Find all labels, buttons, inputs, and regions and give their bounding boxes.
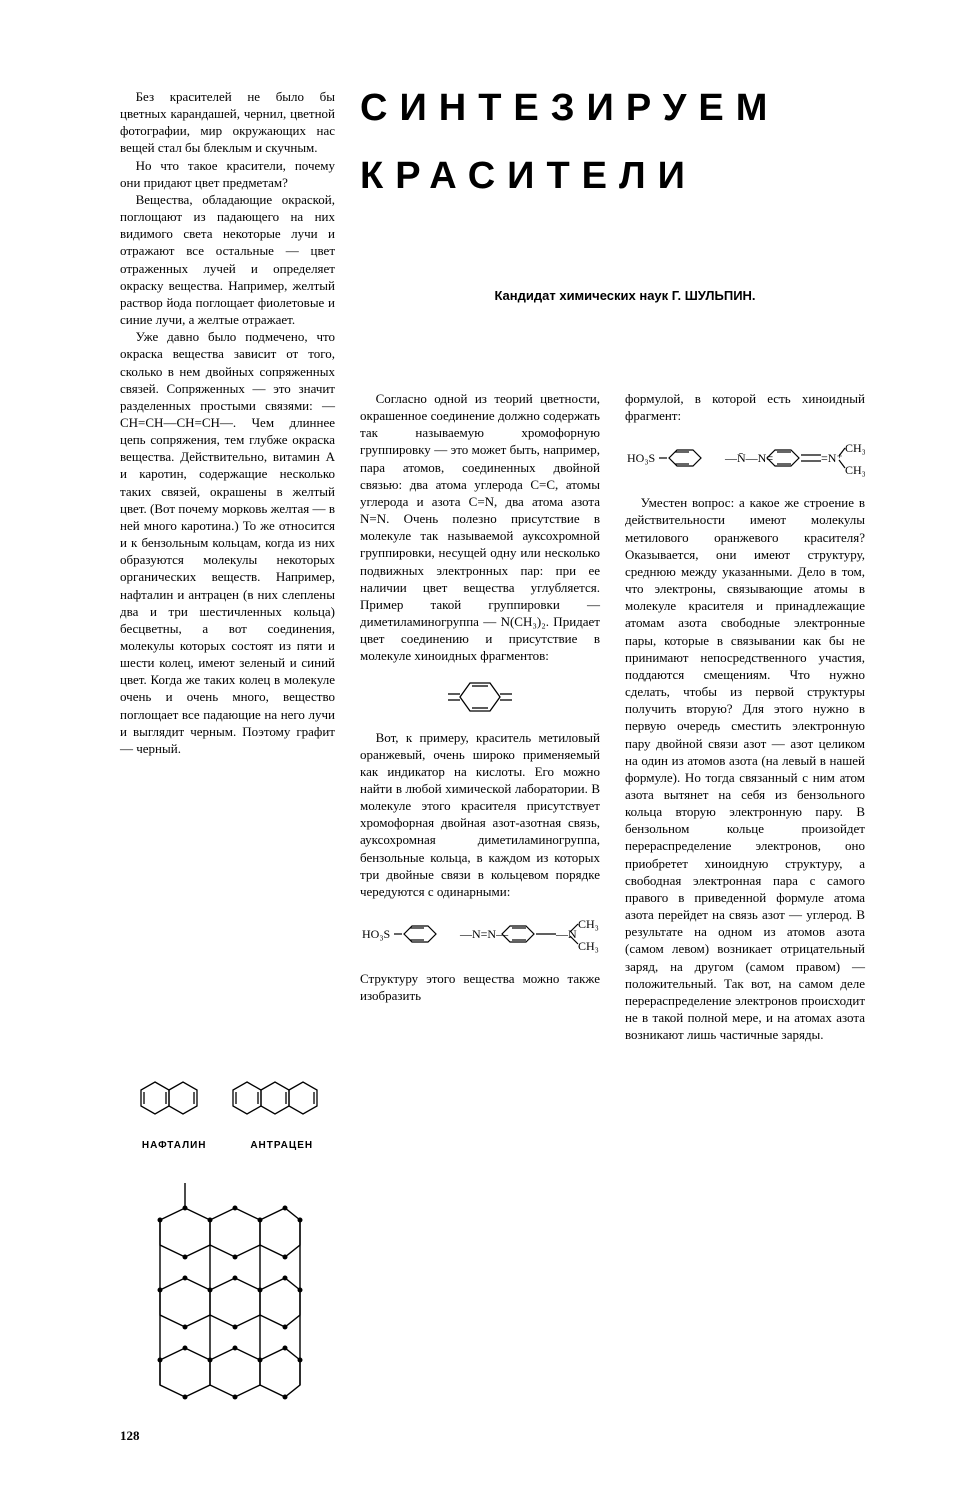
article-title-block: СИНТЕЗИРУЕМ КРАСИТЕЛИ Кандидат химически… [360,88,890,303]
label-ch3-bot-2: CH₃ [845,463,865,477]
page-number: 128 [120,1428,140,1444]
methyl-orange-quinoid-icon: HO₃S —N̄—N= =N⁺ CH₃ CH₃ [625,438,865,480]
naphthalene-anthracene-icon [123,1078,333,1134]
label-anthracene: АНТРАЦЕН [250,1140,313,1151]
right-column: формулой, в которой есть хиноидный фрагм… [625,390,865,1043]
label-ch3-top-2: CH₃ [845,441,865,455]
methyl-orange-structure-icon: HO₃S —N=N— —N CH₃ CH₃ [360,914,600,956]
label-ho3s-2: HO₃S [627,451,655,465]
right-p1: Уместен вопрос: а какое же строение в де… [625,494,865,1043]
right-p0: формулой, в которой есть хиноидный фрагм… [625,390,865,424]
formula-methyl-orange-1: HO₃S —N=N— —N CH₃ CH₃ [360,914,600,956]
title-line-1: СИНТЕЗИРУЕМ [360,88,890,130]
center-p3: Структуру этого вещества можно также изо… [360,970,600,1004]
label-naphthalene: НАФТАЛИН [142,1140,207,1151]
title-line-2: КРАСИТЕЛИ [360,156,890,198]
label-ho3s: HO₃S [362,927,390,941]
center-p2: Вот, к примеру, краситель метиловый оран… [360,729,600,901]
left-p3: Вещества, обладающие окраской, поглощают… [120,191,335,328]
label-ch3-top: CH₃ [578,917,599,931]
left-column: Без красителей не было бы цветных каранд… [120,88,335,757]
label-n-plus: =N⁺ [821,451,843,465]
left-p1: Без красителей не было бы цветных каранд… [120,88,335,157]
figure-graphite-lattice [130,1170,330,1415]
quinoid-hexagon-icon [440,679,520,715]
left-p2: Но что такое красители, почему они прида… [120,157,335,191]
left-p4: Уже давно было подмечено, что окраска ве… [120,328,335,757]
author-line: Кандидат химических наук Г. ШУЛЬПИН. [360,288,890,303]
label-n-n: —N̄—N= [724,451,773,465]
label-ch3-bot: CH₃ [578,939,599,953]
formula-quinoid-fragment [360,679,600,715]
figure-aromatic-molecules: НАФТАЛИН АНТРАЦЕН [120,1078,335,1151]
center-column: Согласно одной из теорий цветности, окра… [360,390,600,1004]
center-p1: Согласно одной из теорий цветности, окра… [360,390,600,665]
formula-methyl-orange-quinoid: HO₃S —N̄—N= =N⁺ CH₃ CH₃ [625,438,865,480]
graphite-lattice-icon [130,1170,330,1410]
